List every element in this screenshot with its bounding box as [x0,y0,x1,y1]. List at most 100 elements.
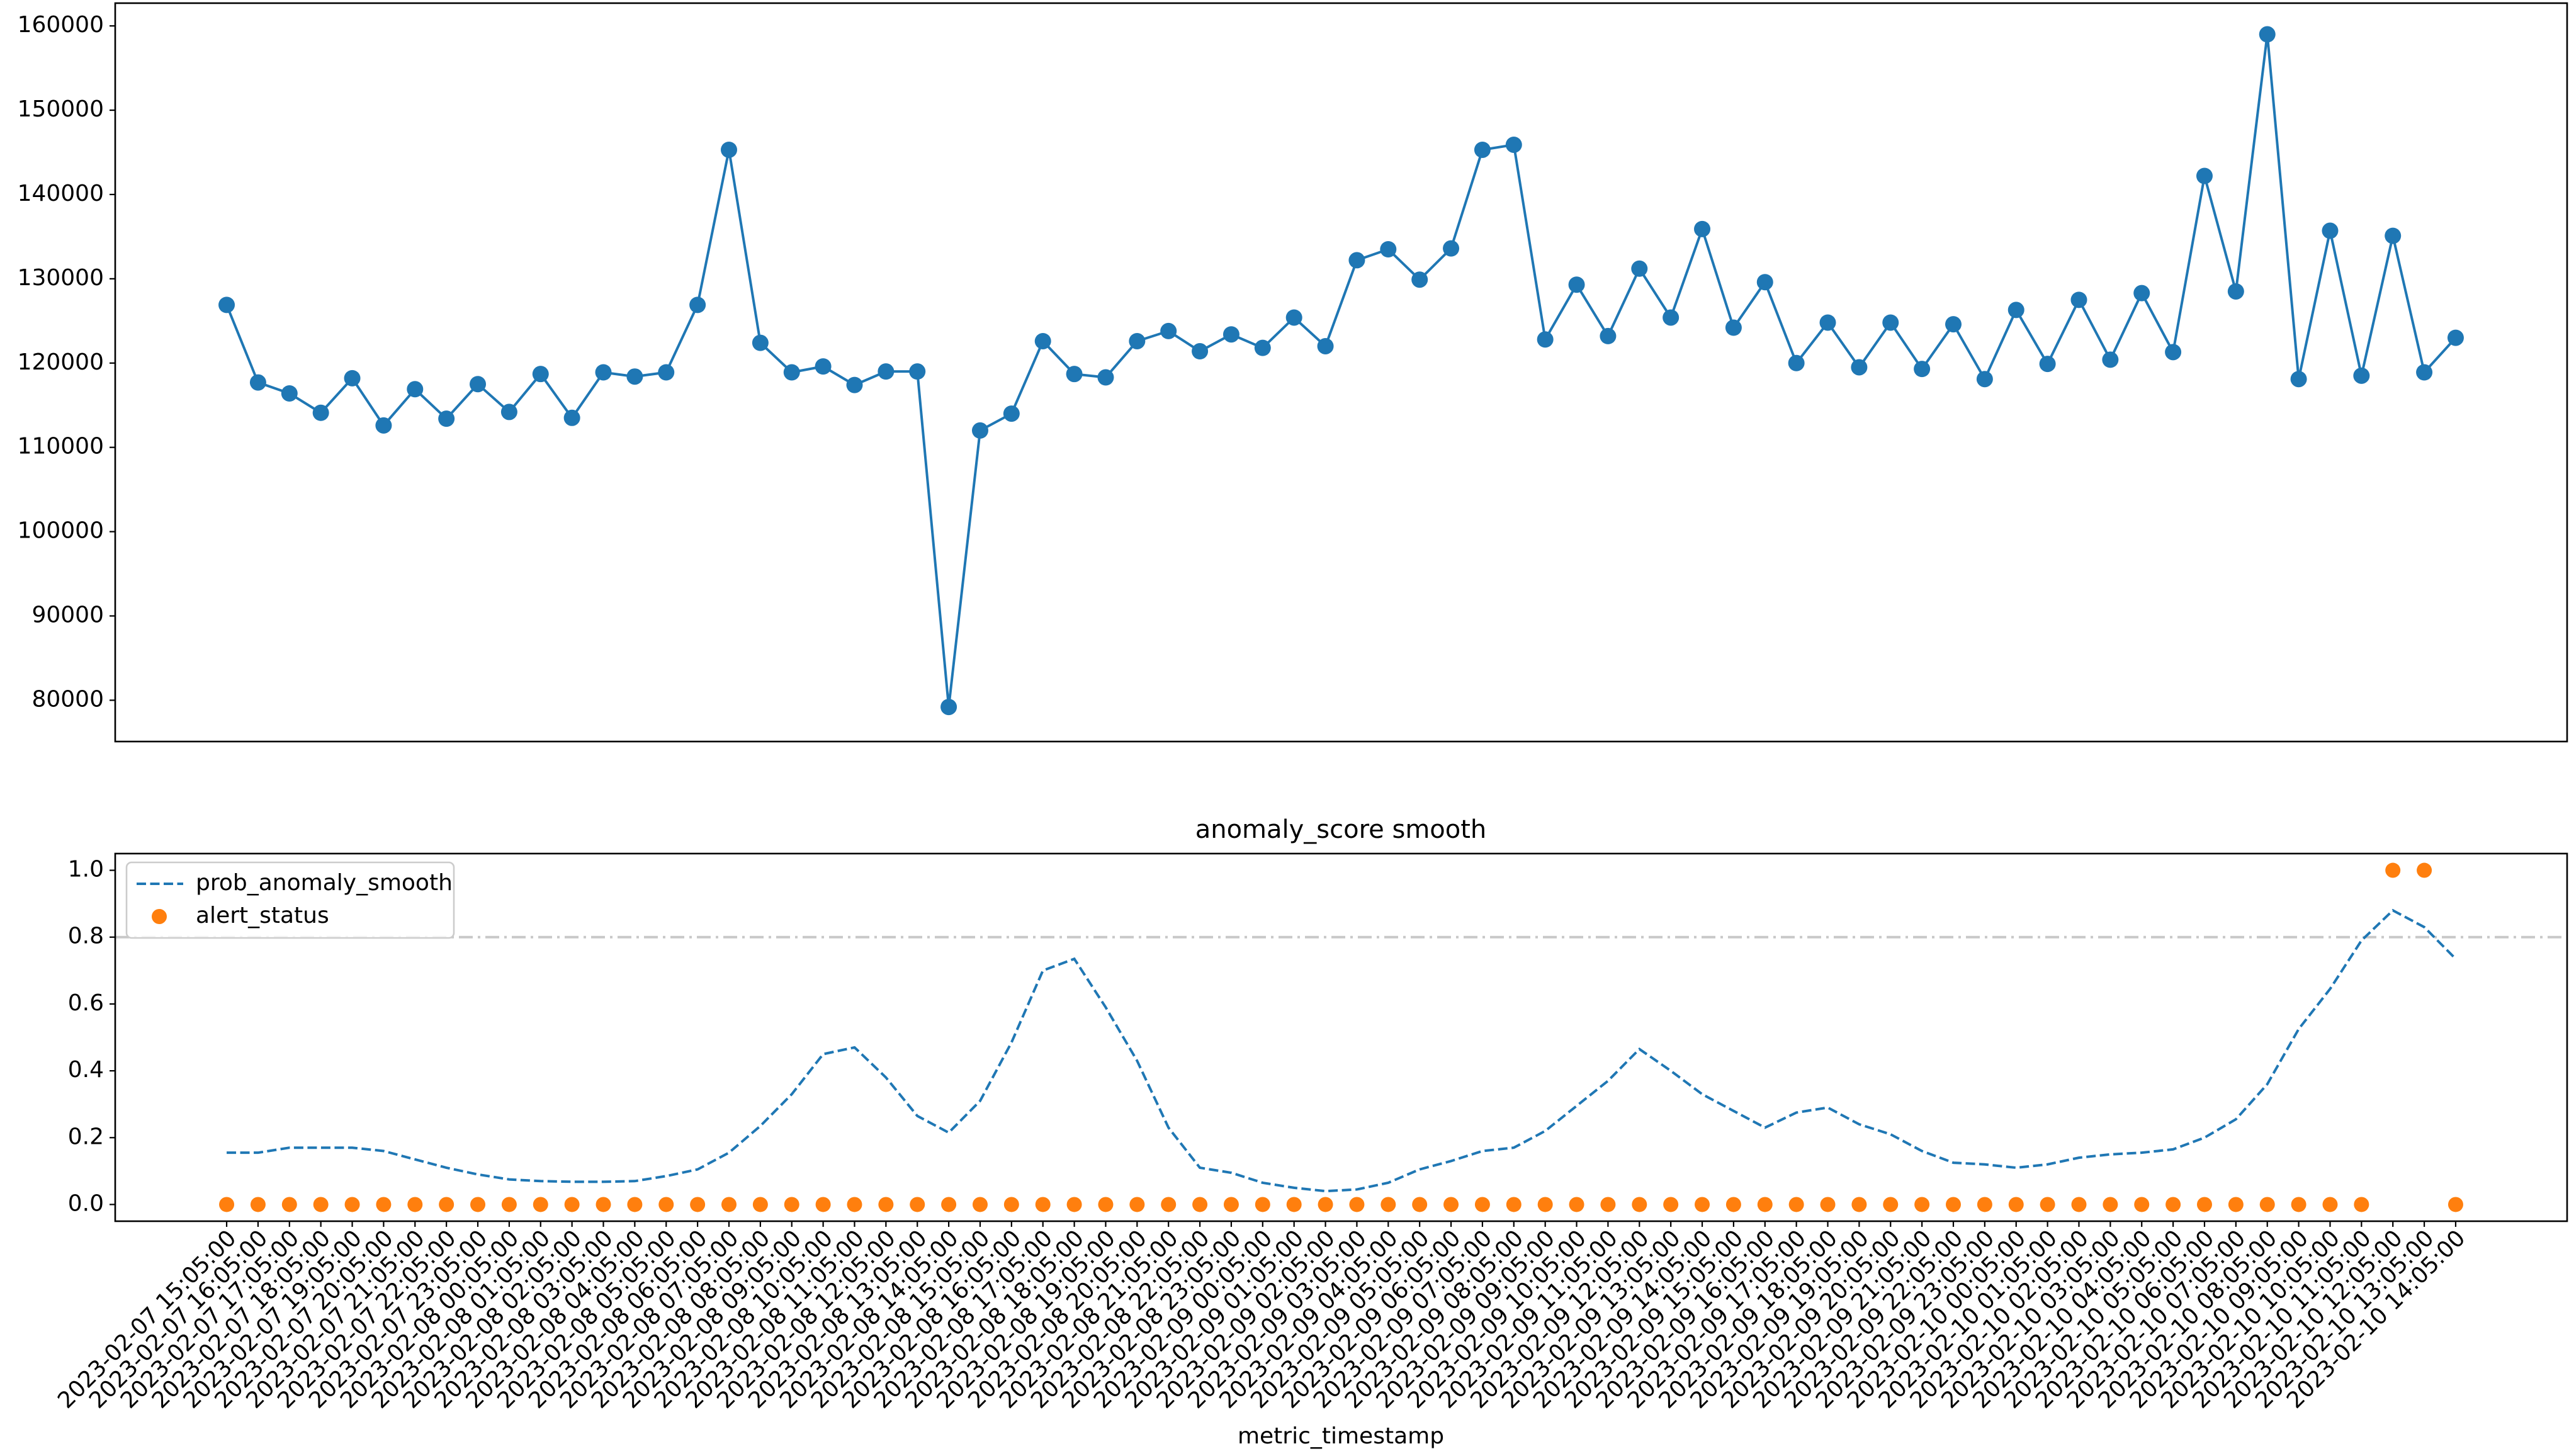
data-point [658,1197,674,1212]
data-point [1977,1197,1992,1212]
data-point [2228,1197,2244,1212]
data-point [313,1197,329,1212]
y-tick-label: 90000 [31,602,104,628]
data-point [1380,241,1397,257]
data-point [2070,291,2087,308]
data-point [470,1197,486,1212]
data-point [1286,1197,1302,1212]
y-tick-label: 1.0 [68,857,104,883]
y-tick-label: 110000 [18,434,104,460]
data-point [1161,1197,1177,1212]
data-point [1694,220,1711,237]
data-point [438,410,455,427]
data-point [2416,364,2433,381]
data-point [1255,1197,1270,1212]
data-point [1537,1197,1553,1212]
data-point [971,422,988,439]
data-point [2322,1197,2338,1212]
data-point [1695,1197,1710,1212]
data-point [1946,1197,1962,1212]
data-point [910,1197,925,1212]
data-point [1349,1197,1365,1212]
data-point [941,1197,957,1212]
data-point [1851,359,1868,376]
data-point [2448,1197,2463,1212]
data-point [1160,322,1177,339]
legend-frame [125,861,455,939]
data-point [1820,1197,1836,1212]
data-point [1129,332,1146,349]
data-point [1914,1197,1930,1212]
data-point [752,1197,768,1212]
data-point [1663,309,1680,326]
data-point [721,1197,737,1212]
data-point [2102,351,2119,368]
data-point [2196,167,2213,184]
y-tick-label: 150000 [18,96,104,122]
data-point [1883,1197,1899,1212]
data-point [1003,405,1020,422]
data-point [2008,1197,2024,1212]
data-point [658,364,675,381]
data-point [815,358,832,375]
y-tick-label: 120000 [18,349,104,375]
y-tick-label: 0.6 [68,990,104,1016]
data-point [596,1197,611,1212]
data-point [2447,329,2464,346]
data-point [533,1197,548,1212]
data-point [1631,260,1648,277]
data-point [439,1197,455,1212]
data-point [1443,1197,1459,1212]
data-point [1474,141,1491,158]
data-point [2291,1197,2306,1212]
data-point [1568,276,1585,293]
data-point [846,376,863,393]
data-point [470,376,487,393]
data-point [1285,309,1302,326]
data-point [2196,1197,2212,1212]
data-point [2353,367,2370,384]
y-tick-label: 130000 [18,265,104,291]
data-point [783,364,800,381]
data-point [847,1197,862,1212]
data-point [1192,343,1209,360]
data-point [1976,371,1993,388]
y-tick-label: 0.0 [68,1190,104,1216]
data-point [2071,1197,2087,1212]
data-point [218,296,235,313]
data-point [407,1197,423,1212]
data-point [1819,314,1836,331]
data-point [1412,1197,1428,1212]
data-point [1066,1197,1082,1212]
data-point [249,374,266,391]
data-point [1945,316,1962,333]
data-point [626,368,643,385]
data-line [225,34,2457,708]
x-axis-label: metric_timestamp [1238,1423,1444,1449]
data-point [563,409,580,426]
y-tick-label: 140000 [18,181,104,206]
data-point [2259,26,2276,43]
data-line [227,908,2457,1193]
data-point [972,1197,988,1212]
data-point [1411,271,1428,288]
data-point [1569,1197,1584,1212]
data-point [1129,1197,1145,1212]
data-point [344,370,361,387]
chart-title: anomaly_score smooth [1195,815,1487,844]
data-point [1505,136,1522,153]
data-point [720,141,737,158]
data-point [1757,1197,1773,1212]
data-point [2385,862,2401,878]
data-point [1380,1197,1396,1212]
data-point [312,404,329,421]
data-point [878,363,895,380]
data-point [1254,339,1271,356]
data-point [500,404,517,420]
data-point [690,1197,706,1212]
data-point [1222,326,1239,343]
data-point [1192,1197,1208,1212]
y-tick-label: 160000 [18,12,104,38]
data-point [1600,327,1617,344]
y-tick-label: 100000 [18,518,104,544]
